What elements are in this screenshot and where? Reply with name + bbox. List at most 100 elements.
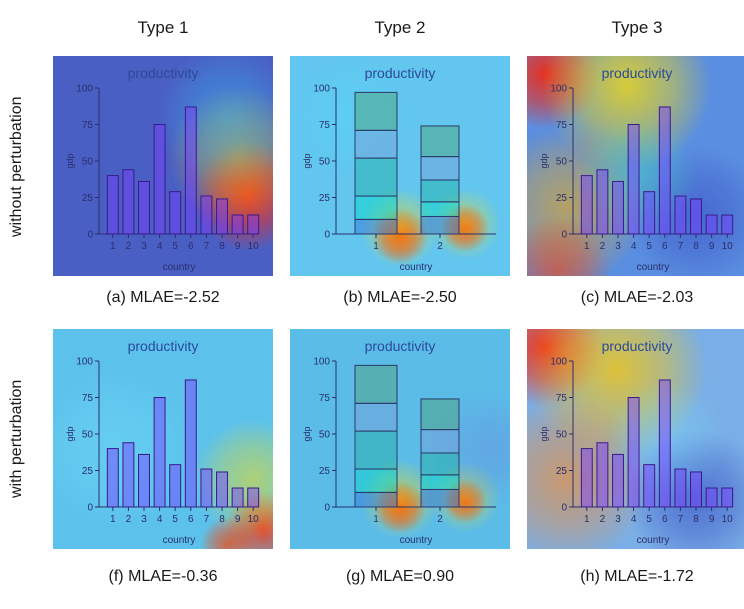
panel-h-chart: productivity 0 25 50 75 100 gdp country 1 2 3 4 5 6 7 8… — [527, 329, 744, 549]
caption-c: (c) MLAE=-2.03 — [580, 289, 694, 306]
row-label-without-perturbation: without perturbation — [6, 62, 42, 272]
y-tick-label: 75 — [319, 120, 331, 131]
x-tick-label: 8 — [693, 514, 699, 525]
y-tick-label: 25 — [319, 466, 331, 477]
x-tick-label: 4 — [631, 241, 637, 252]
bar — [247, 214, 260, 235]
y-tick-label: 100 — [550, 84, 567, 95]
x-tick-label: 1 — [584, 514, 590, 525]
panel-c-chart: productivity 0 25 50 75 100 gdp country 1 2 3 4 5 6 7 8… — [527, 56, 744, 276]
x-tick-label: 8 — [219, 514, 225, 525]
y-axis-label: gdp — [302, 153, 312, 168]
bar — [596, 442, 609, 508]
x-tick-label: 3 — [141, 514, 147, 525]
heatmap-blob — [360, 459, 440, 539]
caption-h: (h) MLAE=-1.72 — [580, 568, 694, 585]
panel-b-chart: productivity 0 25 50 75 100 gdp country 1 2 — [290, 56, 510, 276]
x-tick-label: 3 — [615, 514, 621, 525]
bar — [138, 180, 150, 235]
caption-a: (a) MLAE=-2.52 — [106, 289, 220, 306]
x-tick-label: 10 — [722, 241, 734, 252]
x-tick-label: 10 — [722, 514, 734, 525]
stacked-bar-segment — [420, 474, 460, 490]
heatmap-blob — [158, 56, 273, 186]
x-tick-label: 1 — [373, 241, 379, 252]
x-tick-label: 7 — [678, 241, 684, 252]
x-tick-label: 6 — [188, 514, 194, 525]
x-tick-label: 9 — [235, 514, 241, 525]
x-tick-label: 4 — [157, 514, 163, 525]
chart-svg: productivity 0 25 50 75 100 gdp country 1 2 — [290, 56, 510, 276]
y-tick-label: 25 — [556, 466, 568, 477]
bar — [721, 487, 734, 508]
bar — [200, 468, 213, 508]
bar — [231, 214, 244, 235]
row-label-text: with perturbation — [8, 379, 25, 499]
bar — [627, 397, 640, 508]
stacked-bar-segment — [354, 430, 398, 470]
x-tick-label: 3 — [141, 241, 147, 252]
stacked-bar-segment — [354, 91, 398, 131]
y-tick-label: 0 — [324, 230, 330, 241]
stacked-bar-segment — [354, 402, 398, 432]
chart-svg: productivity 0 25 50 75 100 gdp country 1 2 3 4 5 6 7 8… — [527, 56, 744, 276]
column-title-type-2: Type 2 — [374, 18, 426, 37]
y-tick-label: 75 — [319, 393, 331, 404]
y-tick-label: 100 — [76, 84, 93, 95]
x-tick-label: 10 — [248, 514, 260, 525]
bar — [122, 169, 135, 235]
x-tick-label: 1 — [584, 241, 590, 252]
y-tick-label: 50 — [319, 157, 331, 168]
bar — [216, 471, 228, 508]
stacked-bar-segment — [420, 429, 460, 454]
caption-g: (g) MLAE=0.90 — [345, 568, 455, 585]
heatmap-blob — [429, 188, 501, 260]
y-tick-label: 100 — [313, 357, 330, 368]
chart-title: productivity — [128, 338, 199, 354]
stacked-bar-segment — [354, 218, 398, 235]
x-tick-label: 2 — [437, 514, 443, 525]
x-tick-label: 2 — [126, 241, 132, 252]
y-tick-label: 75 — [556, 120, 568, 131]
y-tick-label: 0 — [87, 230, 93, 241]
bar — [627, 124, 640, 235]
row-label-text: without perturbation — [8, 96, 25, 238]
y-tick-label: 100 — [550, 357, 567, 368]
chart-svg: productivity 0 25 50 75 100 gdp country 1 2 — [290, 329, 510, 549]
y-tick-label: 0 — [87, 503, 93, 514]
y-tick-label: 0 — [324, 503, 330, 514]
bar — [169, 191, 182, 235]
heatmap-blob — [430, 389, 510, 509]
bar — [721, 214, 734, 235]
stacked-bar-segment — [420, 156, 460, 181]
y-tick-label: 100 — [313, 84, 330, 95]
chart-svg: productivity 0 25 50 75 100 gdp country 1 2 3 4 5 6 7 8… — [53, 56, 273, 276]
y-tick-label: 0 — [561, 230, 567, 241]
bar — [184, 106, 197, 235]
stacked-bar-segment — [354, 468, 398, 493]
x-axis-label: country — [637, 535, 670, 546]
stacked-bar-segment — [354, 364, 398, 404]
bar — [705, 214, 718, 235]
x-tick-label: 2 — [126, 514, 132, 525]
x-tick-label: 1 — [373, 514, 379, 525]
x-tick-label: 4 — [631, 514, 637, 525]
x-tick-label: 7 — [678, 514, 684, 525]
x-tick-label: 4 — [157, 241, 163, 252]
y-tick-label: 25 — [319, 193, 331, 204]
bar — [106, 175, 119, 235]
y-tick-label: 25 — [556, 193, 568, 204]
x-tick-label: 9 — [709, 514, 715, 525]
y-tick-label: 25 — [82, 466, 94, 477]
bar — [658, 379, 671, 508]
bar — [200, 195, 213, 235]
column-title-type-1: Type 1 — [137, 18, 189, 37]
bar — [169, 464, 182, 508]
bar — [184, 379, 197, 508]
y-tick-label: 50 — [556, 157, 568, 168]
y-axis-label: gdp — [302, 426, 312, 441]
chart-title: productivity — [128, 65, 199, 81]
heatmap-blob — [527, 216, 612, 276]
x-tick-label: 2 — [437, 241, 443, 252]
bar — [153, 124, 166, 235]
